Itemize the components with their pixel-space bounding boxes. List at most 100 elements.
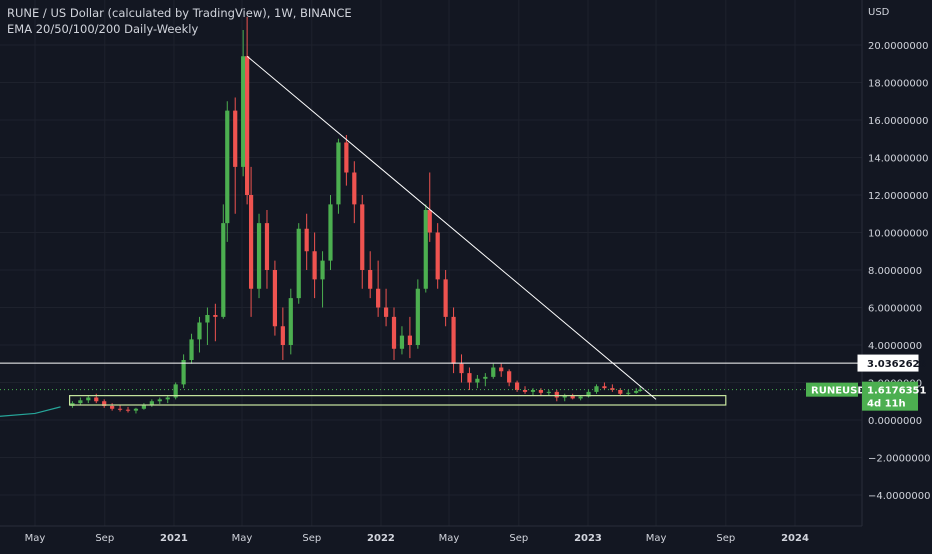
candles (70, 16, 643, 414)
candle-body (475, 378, 480, 383)
candle-body (181, 360, 186, 385)
y-tick-label: 16.0000000 (868, 116, 928, 127)
candle-body (117, 408, 123, 410)
grid (0, 0, 862, 526)
x-tick-label: May (439, 533, 460, 544)
candle-body (522, 390, 528, 392)
candle-body (344, 142, 349, 173)
candle-body (245, 56, 250, 195)
candle-body (256, 223, 262, 289)
candle-body (634, 390, 639, 393)
candle-body (514, 382, 520, 390)
candle-body (423, 210, 428, 289)
x-tick-label: Sep (95, 533, 114, 544)
candle-body (86, 397, 91, 401)
candle-body (304, 228, 309, 252)
y-tick-label: 14.0000000 (868, 154, 928, 165)
y-tick-label: 10.0000000 (868, 229, 928, 240)
y-tick-label: 8.0000000 (868, 266, 922, 277)
candle-body (125, 409, 131, 411)
candle-body (360, 204, 365, 270)
x-tick-label: 2021 (160, 533, 188, 544)
indicator-label: EMA 20/50/100/200 Daily-Weekly (7, 22, 199, 36)
candle-body (459, 363, 464, 374)
candle-body (157, 399, 162, 402)
candle-body (336, 142, 341, 205)
candle-body (94, 397, 99, 402)
candle-body (197, 322, 202, 340)
y-tick-label: 18.0000000 (868, 79, 928, 90)
candle-body (507, 371, 512, 383)
candle-body (312, 251, 317, 280)
drawings (0, 55, 862, 406)
candle-body (221, 223, 226, 317)
candle-body (570, 395, 575, 399)
candle-body (467, 373, 472, 383)
candle-body (225, 110, 230, 224)
current-price-tag (862, 381, 918, 411)
y-axis-unit: USD (868, 7, 890, 18)
candle-body (586, 391, 591, 397)
candle-body (602, 386, 607, 389)
x-tick-label: Sep (509, 533, 528, 544)
candle-body (407, 335, 412, 345)
candle-body (491, 367, 496, 377)
candle-body (205, 315, 210, 323)
candle-body (165, 397, 170, 400)
candle-body (328, 204, 333, 261)
level-price-tag-text: 3.0362626 (867, 359, 927, 370)
level-price-tag (857, 354, 919, 372)
candle-body (483, 376, 488, 379)
candle-body (189, 339, 194, 360)
candle-body (443, 279, 448, 317)
candle-body (320, 260, 325, 280)
candle-body (288, 298, 293, 345)
candle-body (538, 390, 544, 393)
x-tick-label: May (25, 533, 46, 544)
x-tick-label: Sep (302, 533, 321, 544)
x-tick-label: 2022 (367, 533, 395, 544)
candle-body (399, 335, 405, 349)
candle-body (618, 390, 623, 394)
y-tick-label: −4.0000000 (868, 491, 930, 502)
candle-body (610, 388, 615, 390)
candle-body (415, 288, 420, 345)
symbol-tag (806, 382, 858, 397)
y-tick-label: 6.0000000 (868, 304, 922, 315)
descending-trendline (246, 55, 657, 400)
x-tick-label: Sep (716, 533, 735, 544)
y-tick-label: −2.0000000 (868, 454, 930, 465)
candle-body (110, 405, 115, 409)
countdown-text: 4d 11h (867, 399, 906, 410)
candle-body (391, 316, 397, 349)
candle-body (78, 400, 83, 404)
candle-body (173, 384, 178, 398)
x-tick-label: May (232, 533, 253, 544)
candle-body (149, 401, 154, 405)
candle-body (233, 110, 238, 167)
candle-body (562, 395, 567, 398)
current-price-tag-text: 1.6176351 (867, 386, 927, 397)
candle-body (376, 288, 381, 308)
candle-body (133, 408, 139, 411)
y-tick-label: 20.0000000 (868, 41, 928, 52)
candle-body (368, 270, 373, 289)
candle-body (626, 392, 631, 394)
support-zone-box (68, 395, 727, 406)
candle-body (280, 326, 285, 345)
symbol-tag-text: RUNEUSD (811, 386, 866, 397)
candle-body (241, 56, 246, 167)
candle-body (383, 307, 389, 317)
x-tick-label: 2024 (781, 533, 809, 544)
candle-body (530, 390, 536, 392)
x-tick-label: May (646, 533, 667, 544)
candle-body (435, 232, 440, 280)
candle-body (427, 210, 432, 233)
y-tick-label: 12.0000000 (868, 191, 928, 202)
candle-body (248, 195, 254, 289)
candle-body (554, 391, 559, 398)
candle-body (352, 172, 357, 205)
candle-body (213, 315, 218, 317)
